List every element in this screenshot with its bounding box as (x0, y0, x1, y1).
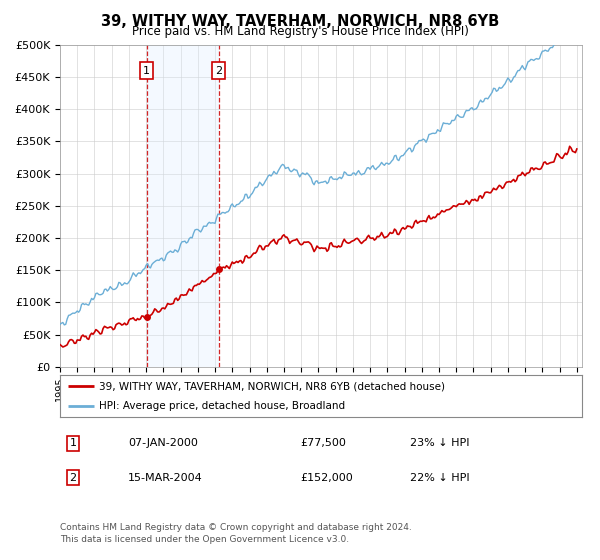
Text: 2: 2 (70, 473, 77, 483)
Text: 39, WITHY WAY, TAVERHAM, NORWICH, NR8 6YB (detached house): 39, WITHY WAY, TAVERHAM, NORWICH, NR8 6Y… (99, 381, 445, 391)
Text: 1: 1 (143, 66, 150, 76)
Text: Price paid vs. HM Land Registry's House Price Index (HPI): Price paid vs. HM Land Registry's House … (131, 25, 469, 38)
Bar (146, 45, 218, 367)
Text: 15-MAR-2004: 15-MAR-2004 (128, 473, 203, 483)
Text: HPI: Average price, detached house, Broadland: HPI: Average price, detached house, Broa… (99, 402, 345, 411)
Text: £152,000: £152,000 (300, 473, 353, 483)
Text: 2: 2 (215, 66, 222, 76)
Text: This data is licensed under the Open Government Licence v3.0.: This data is licensed under the Open Gov… (60, 535, 349, 544)
Text: 07-JAN-2000: 07-JAN-2000 (128, 438, 198, 448)
Text: 39, WITHY WAY, TAVERHAM, NORWICH, NR8 6YB: 39, WITHY WAY, TAVERHAM, NORWICH, NR8 6Y… (101, 14, 499, 29)
Text: £77,500: £77,500 (300, 438, 346, 448)
Text: Contains HM Land Registry data © Crown copyright and database right 2024.: Contains HM Land Registry data © Crown c… (60, 523, 412, 532)
Text: 22% ↓ HPI: 22% ↓ HPI (410, 473, 469, 483)
Text: 1: 1 (70, 438, 77, 448)
Text: 23% ↓ HPI: 23% ↓ HPI (410, 438, 469, 448)
